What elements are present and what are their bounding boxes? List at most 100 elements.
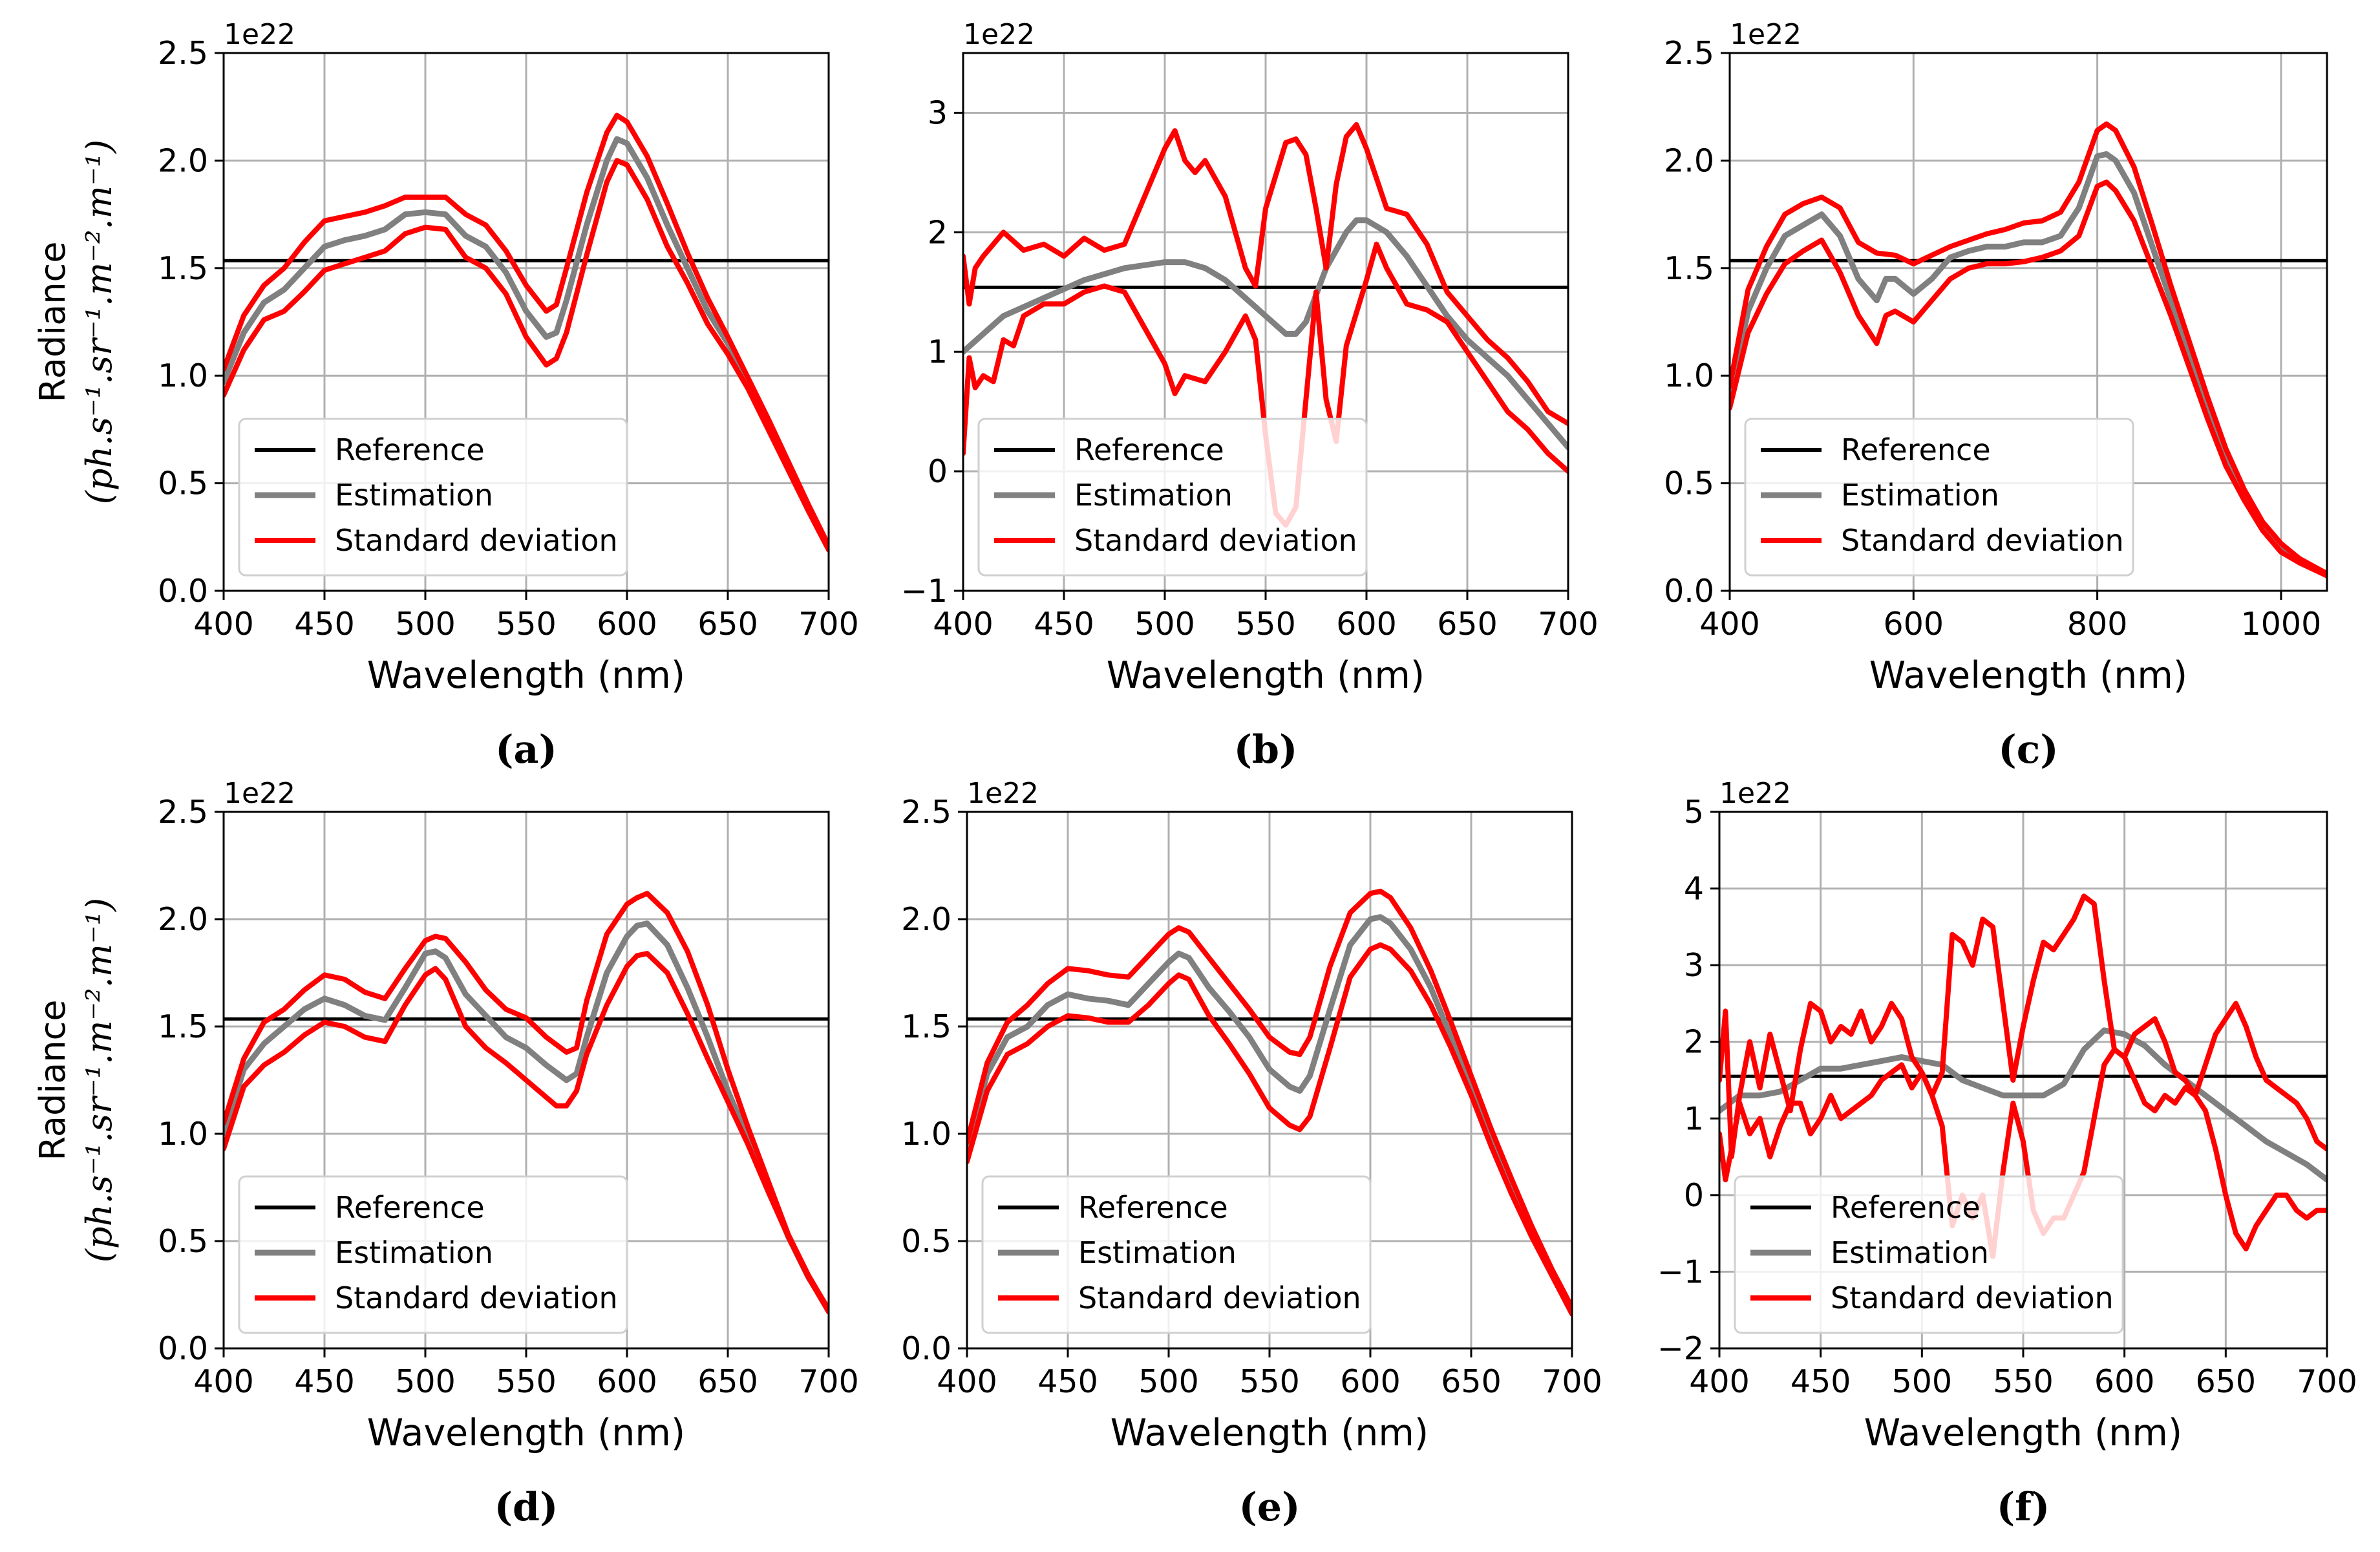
legend-label-estimation: Estimation: [335, 1235, 493, 1270]
axis-scale-label: 1e22: [967, 777, 1039, 810]
y-tick-label: 4: [1684, 871, 1704, 908]
legend-box: [1734, 1175, 2124, 1334]
y-tick-label: 2.0: [158, 142, 208, 179]
legend-label-std-upper: Standard deviation: [1078, 1281, 1361, 1315]
series-line-std-upper: [224, 112, 829, 549]
x-tick-label: 450: [294, 1363, 355, 1400]
x-tick-label: 400: [193, 1363, 254, 1400]
x-tick-label: 500: [1138, 1363, 1199, 1400]
y-tick-label: 1.0: [158, 1116, 208, 1153]
axis-scale-label: 1e22: [224, 777, 295, 810]
y-tick-label: 1.0: [1664, 357, 1714, 394]
x-axis-label: Wavelength (nm): [367, 654, 685, 697]
legend: Reference Estimation Standard deviation: [238, 1175, 628, 1334]
x-axis-label: Wavelength (nm): [1869, 654, 2187, 697]
legend: Reference Estimation Standard deviation: [1734, 1175, 2124, 1334]
legend: Reference Estimation Standard deviation: [1744, 418, 2134, 577]
y-tick-label: 2: [1684, 1024, 1704, 1061]
x-tick-label: 550: [1993, 1363, 2054, 1400]
y-axis-label-units: (ph.s⁻¹.sr⁻¹.m⁻².m⁻¹): [79, 140, 120, 504]
series-line-std-upper: [963, 122, 1568, 427]
y-tick-label: 3: [1684, 947, 1704, 984]
series-line-std-lower: [1730, 179, 2327, 579]
y-tick-label: 0: [1684, 1177, 1704, 1214]
x-tick-label: 700: [798, 606, 859, 643]
panel-b: 400 450 500 550 600 650 700 −1 0 1 2 3 1e22 Wavelengt…: [901, 18, 1599, 772]
x-tick-label: 700: [1542, 1363, 1602, 1400]
x-tick-label: 550: [496, 606, 557, 643]
x-tick-label: 400: [1699, 606, 1760, 643]
legend: Reference Estimation Standard deviation: [977, 418, 1368, 577]
legend-label-std-upper: Standard deviation: [1841, 523, 2124, 558]
panel-caption: (d): [494, 1485, 558, 1530]
legend-label-estimation: Estimation: [1841, 478, 1999, 513]
y-tick-label: −2: [1657, 1330, 1704, 1367]
y-tick-label: 2.0: [901, 901, 951, 938]
y-tick-label: 1.5: [158, 250, 208, 287]
x-tick-label: 500: [395, 606, 456, 643]
x-tick-label: 550: [1239, 1363, 1300, 1400]
legend-label-reference: Reference: [1074, 432, 1224, 467]
legend-label-reference: Reference: [335, 1190, 485, 1225]
series-line-std-upper: [967, 888, 1572, 1310]
x-tick-label: 550: [1235, 606, 1296, 643]
panel-caption: (f): [1997, 1485, 2050, 1530]
x-tick-label: 600: [1884, 606, 1944, 643]
y-tick-label: 3: [928, 94, 948, 131]
legend-label-reference: Reference: [1831, 1190, 1981, 1225]
y-axis-label-units: (ph.s⁻¹.sr⁻¹.m⁻².m⁻¹): [79, 898, 120, 1262]
series-line-estimation: [1719, 1027, 2327, 1183]
y-tick-label: 0.5: [158, 1223, 208, 1260]
series-line-std-lower: [224, 951, 829, 1315]
legend-box: [977, 418, 1368, 577]
y-tick-label: 2: [928, 214, 948, 251]
panel-caption: (b): [1234, 727, 1298, 772]
y-axis-label-word: Radiance: [32, 242, 73, 403]
x-tick-label: 650: [1441, 1363, 1502, 1400]
panel-caption: (a): [495, 727, 557, 772]
x-axis-label: Wavelength (nm): [1864, 1412, 2182, 1454]
x-tick-label: 550: [496, 1363, 557, 1400]
legend-label-reference: Reference: [335, 432, 485, 467]
y-axis-label-word: Radiance: [32, 1000, 73, 1161]
legend-label-std-upper: Standard deviation: [1831, 1281, 2114, 1315]
legend-label-estimation: Estimation: [1078, 1235, 1237, 1270]
series-line-std-upper: [224, 891, 829, 1313]
y-tick-label: 1.0: [901, 1116, 951, 1153]
legend-label-estimation: Estimation: [335, 478, 493, 513]
series-line-std-upper: [1719, 893, 2327, 1160]
legend-label-estimation: Estimation: [1831, 1235, 1989, 1270]
y-tick-label: 1: [1684, 1100, 1704, 1137]
x-tick-label: 450: [1790, 1363, 1851, 1400]
x-tick-label: 800: [2067, 606, 2128, 643]
x-tick-label: 650: [697, 606, 758, 643]
y-tick-label: 0.5: [158, 465, 208, 502]
plot-frame: [1728, 52, 2328, 592]
y-tick-label: 0.0: [158, 573, 208, 610]
panel-c: 400 600 800 1000 0.0 0.5 1.0 1.5 2.0 2.5 1e22 Wavel…: [1664, 18, 2328, 772]
x-tick-label: 450: [1034, 606, 1094, 643]
series-line-std-lower: [963, 241, 1568, 528]
legend-label-estimation: Estimation: [1074, 478, 1233, 513]
series-line-estimation: [224, 136, 829, 551]
x-tick-label: 500: [1134, 606, 1195, 643]
legend-box: [981, 1175, 1372, 1334]
x-tick-label: 1000: [2241, 606, 2322, 643]
panel-a: 400 450 500 550 600 650 700 0.0 0.5 1.0 1.5 2.0 2.5 1…: [32, 18, 859, 772]
panel-d: 400 450 500 550 600 650 700 0.0 0.5 1.0 1.5 2.0 2.5 1…: [32, 777, 859, 1530]
x-tick-label: 400: [193, 606, 254, 643]
axis-scale-label: 1e22: [224, 18, 295, 51]
series-line-estimation: [224, 920, 829, 1313]
legend-box: [238, 1175, 628, 1334]
y-tick-label: 2.5: [158, 794, 208, 831]
y-tick-label: 1.0: [158, 357, 208, 394]
x-tick-label: 450: [1037, 1363, 1098, 1400]
x-tick-label: 650: [697, 1363, 758, 1400]
panel-caption: (e): [1239, 1485, 1301, 1530]
x-axis-label: Wavelength (nm): [1110, 1412, 1429, 1454]
y-tick-label: 0.5: [1664, 465, 1714, 502]
y-tick-label: 1.5: [901, 1008, 951, 1045]
legend-box: [1744, 418, 2134, 577]
y-tick-label: 2.0: [1664, 142, 1714, 179]
